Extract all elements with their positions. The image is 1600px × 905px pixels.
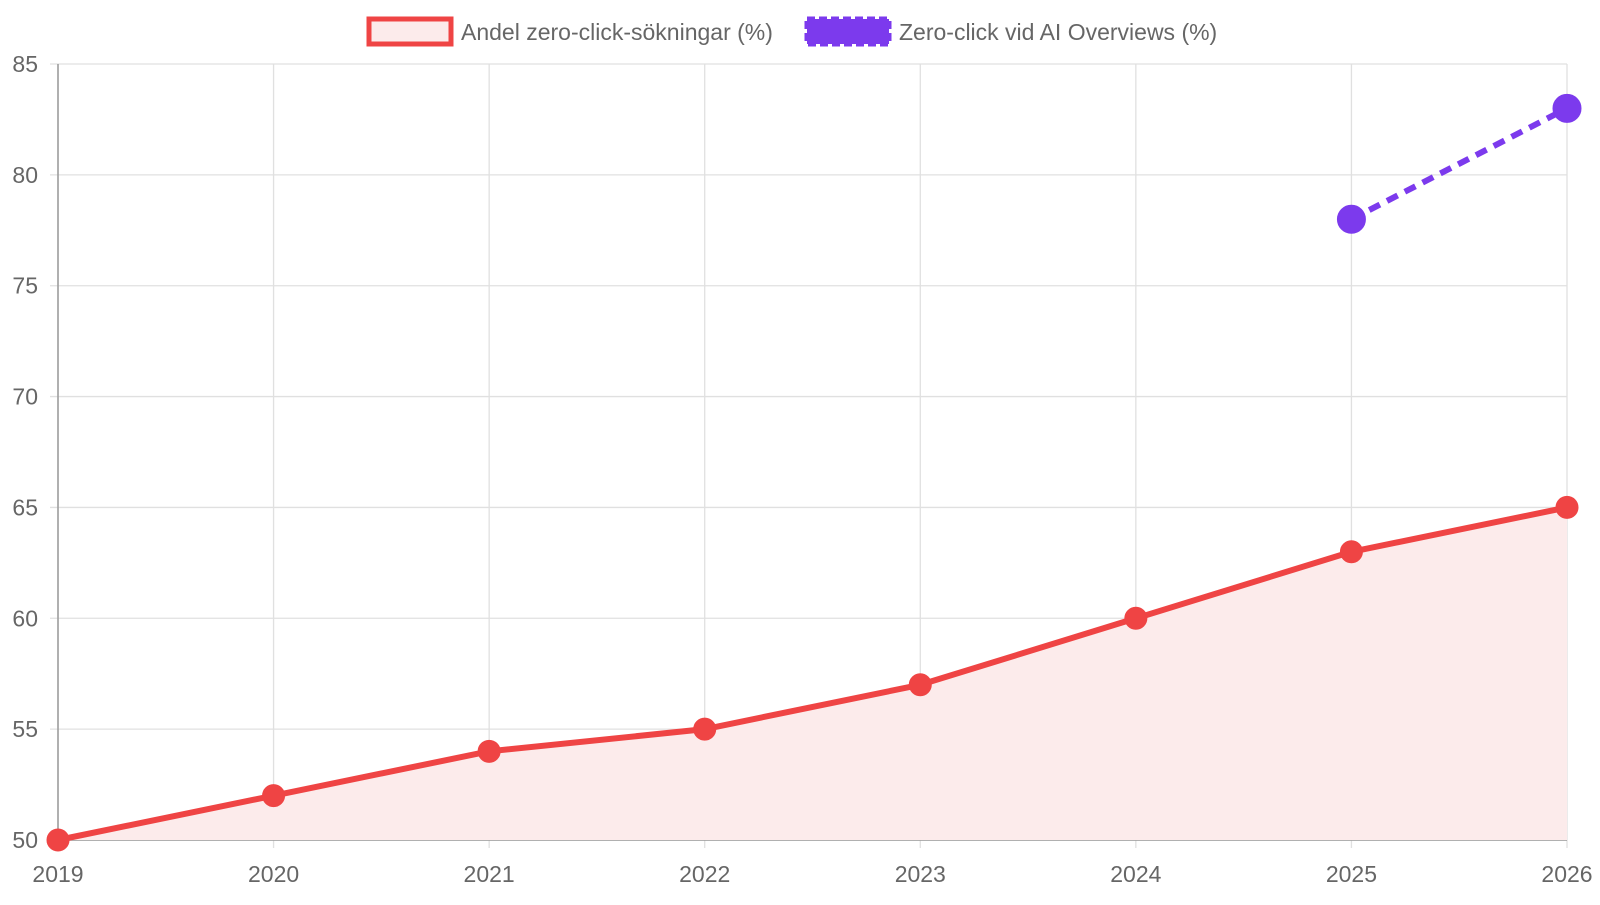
series-1-point[interactable] — [1339, 540, 1363, 564]
series-1-area — [58, 507, 1567, 840]
legend-label-series-1: Andel zero-click-sökningar (%) — [461, 19, 773, 45]
x-tick-label: 2024 — [1110, 861, 1161, 887]
series-1-point[interactable] — [1124, 606, 1148, 630]
y-tick-label: 80 — [12, 162, 38, 188]
series-1-point[interactable] — [693, 717, 717, 741]
y-tick-label: 85 — [12, 51, 38, 77]
x-tick-label: 2019 — [32, 861, 83, 887]
plot-area: 50 55 60 65 70 75 80 85 2019 2020 2021 2022 2023 2024… — [12, 51, 1592, 887]
series-2-line — [1350, 105, 1569, 222]
y-tick-label: 65 — [12, 494, 38, 520]
y-tick-label: 60 — [12, 605, 38, 631]
y-tick-label: 70 — [12, 384, 38, 410]
legend-item-series-1[interactable]: Andel zero-click-sökningar (%) — [366, 16, 773, 47]
legend-swatch-series-2 — [804, 16, 892, 47]
x-tick-label: 2025 — [1326, 861, 1377, 887]
legend-item-series-2[interactable]: Zero-click vid AI Overviews (%) — [804, 16, 1217, 47]
x-tick-label: 2022 — [679, 861, 730, 887]
x-tick-label: 2020 — [248, 861, 299, 887]
y-tick-label: 75 — [12, 273, 38, 299]
x-tick-label: 2021 — [464, 861, 515, 887]
series-1-point[interactable] — [477, 739, 501, 763]
series-2-point[interactable] — [1336, 204, 1366, 234]
legend-label-series-2: Zero-click vid AI Overviews (%) — [899, 19, 1217, 45]
series-2-point[interactable] — [1552, 93, 1582, 123]
y-tick-label: 55 — [12, 716, 38, 742]
legend-swatch-series-1 — [366, 16, 454, 47]
legend: Andel zero-click-sökningar (%) Zero-clic… — [366, 16, 1217, 47]
x-tick-label: 2023 — [895, 861, 946, 887]
series-1-point[interactable] — [1555, 495, 1579, 519]
series-1-line — [57, 504, 1568, 843]
y-tick-label: 50 — [12, 827, 38, 853]
series-1-point[interactable] — [46, 828, 70, 852]
x-tick-label: 2026 — [1541, 861, 1592, 887]
series-1-point[interactable] — [908, 673, 932, 697]
series-1-point[interactable] — [262, 784, 286, 808]
